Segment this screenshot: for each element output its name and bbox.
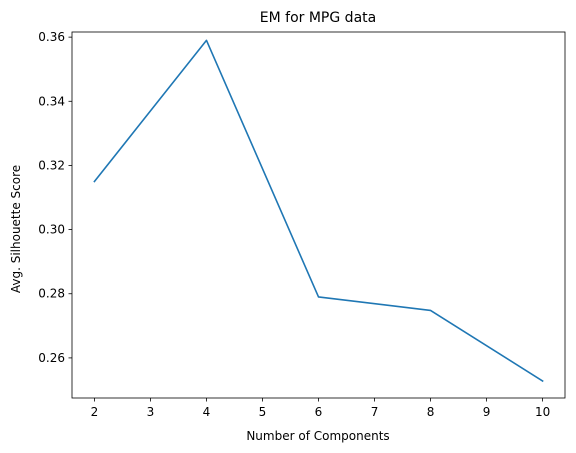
plot-frame bbox=[71, 31, 566, 399]
x-tick-label: 2 bbox=[91, 405, 99, 419]
y-axis-label: Avg. Silhouette Score bbox=[9, 165, 23, 293]
y-tick-label: 0.28 bbox=[38, 287, 65, 301]
y-tick-label: 0.30 bbox=[38, 223, 65, 237]
x-axis: 2 3 4 5 6 7 8 9 10 bbox=[91, 398, 550, 419]
x-tick-label: 3 bbox=[147, 405, 155, 419]
x-tick-label: 6 bbox=[315, 405, 323, 419]
x-tick-label: 9 bbox=[483, 405, 491, 419]
y-axis: 0.26 0.28 0.30 0.32 0.34 0.36 bbox=[38, 30, 72, 365]
chart-title: EM for MPG data bbox=[260, 10, 376, 26]
x-tick-label: 7 bbox=[371, 405, 379, 419]
y-tick-label: 0.36 bbox=[38, 30, 65, 44]
y-tick-label: 0.34 bbox=[38, 94, 65, 108]
y-tick-label: 0.26 bbox=[38, 351, 65, 365]
x-tick-label: 4 bbox=[203, 405, 211, 419]
x-axis-label: Number of Components bbox=[246, 429, 389, 443]
x-tick-label: 8 bbox=[427, 405, 435, 419]
x-tick-label: 10 bbox=[535, 405, 550, 419]
series-line bbox=[93, 39, 544, 383]
plot-area bbox=[71, 31, 566, 399]
x-tick-label: 5 bbox=[259, 405, 267, 419]
y-tick-label: 0.32 bbox=[38, 158, 65, 172]
series-layer bbox=[93, 39, 544, 383]
